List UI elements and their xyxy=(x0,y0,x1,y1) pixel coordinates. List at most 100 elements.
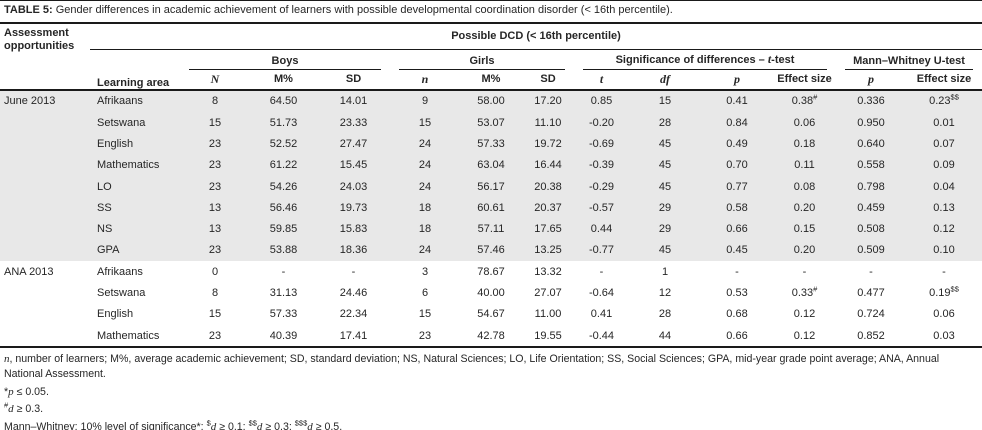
value-cell: 0.53 xyxy=(726,287,748,300)
sub-header-cell: M% xyxy=(460,69,522,91)
value-cell: 0.508 xyxy=(836,218,906,240)
value-cell: 24.46 xyxy=(339,287,368,300)
value-cell: 27.47 xyxy=(317,133,390,155)
value-cell: 28 xyxy=(658,308,672,321)
value-cell: 0.12 xyxy=(793,308,816,321)
footnote-abbreviations: n, number of learners; M%, average acade… xyxy=(4,353,940,381)
value-cell: 29 xyxy=(629,218,701,240)
learning-area-cell: GPA xyxy=(90,239,180,262)
value-cell: 0.06 xyxy=(933,308,955,321)
value-cell: 0.15 xyxy=(773,218,836,240)
value-cell: 0.01 xyxy=(906,112,982,134)
value-cell: 24 xyxy=(390,239,460,262)
value-cell: 17.65 xyxy=(522,218,574,240)
value-cell: 0.12 xyxy=(906,218,982,240)
results-table: Assessment opportunities Possible DCD (<… xyxy=(0,23,982,349)
value-cell: 15 xyxy=(418,308,432,321)
value-cell: 57.33 xyxy=(269,308,298,321)
value-cell: 45 xyxy=(629,175,701,198)
sub-header-cell: M% xyxy=(250,69,317,91)
value-cell: 19.72 xyxy=(522,133,574,155)
value-cell: 78.67 xyxy=(477,265,505,278)
value-cell: -0.77 xyxy=(574,239,629,262)
value-cell: 0.49 xyxy=(701,133,773,155)
value-cell: 0.20 xyxy=(773,197,836,219)
col-header-possible-dcd: Possible DCD (< 16th percentile) xyxy=(90,23,982,50)
value-cell: 9 xyxy=(390,89,460,113)
value-cell: 20.37 xyxy=(522,197,574,219)
table-row: English 15 57.33 22.34 15 54.67 11.00 0.41 28 0.6… xyxy=(0,304,982,325)
value-cell: 0.58 xyxy=(701,197,773,219)
value-cell: 23 xyxy=(180,154,250,176)
value-cell: 27.07 xyxy=(534,287,562,300)
learning-area-cell: Afrikaans xyxy=(90,89,180,113)
value-cell: - xyxy=(281,265,286,278)
table-row: Mathematics 23 61.22 15.45 24 63.04 16.44 -0.39… xyxy=(0,154,982,176)
learning-area-cell: LO xyxy=(90,175,180,198)
sub-header-cell: Effect size xyxy=(906,69,982,91)
value-cell: 0.66 xyxy=(701,218,773,240)
value-cell: 23 xyxy=(180,175,250,198)
value-cell: 0.10 xyxy=(906,239,982,262)
value-cell: 0.798 xyxy=(836,175,906,198)
value-cell: 23 xyxy=(180,239,250,262)
value-cell: 18 xyxy=(390,218,460,240)
table-row: LO 23 54.26 24.03 24 56.17 20.38 -0.29 45 0.77 0.0… xyxy=(0,175,982,198)
table-row: ANA 2013 Afrikaans 0 - - 3 78.67 13.32 - 1 - - - - xyxy=(0,261,982,282)
table-row: NS 13 59.85 15.83 18 57.11 17.65 0.44 29 0.66 0.15… xyxy=(0,218,982,240)
value-cell: 0.41 xyxy=(590,308,613,321)
table-row: June 2013 Afrikaans 8 64.50 14.01 9 58.00 17.20… xyxy=(0,89,982,113)
value-cell: 52.52 xyxy=(250,133,317,155)
value-cell: 56.17 xyxy=(460,175,522,198)
value-cell: 0.509 xyxy=(836,239,906,262)
sub-header-cell: n xyxy=(390,69,460,91)
value-cell: 0.23$$ xyxy=(906,89,982,113)
value-cell: 24 xyxy=(390,175,460,198)
table-row: GPA 23 53.88 18.36 24 57.46 13.25 -0.77 45 0.45 0.… xyxy=(0,239,982,262)
value-cell: 0.950 xyxy=(836,112,906,134)
value-cell: 57.33 xyxy=(460,133,522,155)
group-header-girls-label: Girls xyxy=(399,55,565,70)
assessment-opportunity-label xyxy=(0,218,90,240)
table-caption-text: Gender differences in academic achieveme… xyxy=(52,4,673,16)
group-header-girls: Girls xyxy=(390,49,574,70)
table-row: Mathematics 23 40.39 17.41 23 42.78 19.55 -0.44… xyxy=(0,325,982,349)
table-caption: TABLE 5: Gender differences in academic … xyxy=(0,1,982,24)
table-row: English 23 52.52 27.47 24 57.33 19.72 -0.69 45 0.… xyxy=(0,133,982,155)
value-cell: - xyxy=(599,265,604,278)
value-cell: 22.34 xyxy=(339,308,368,321)
value-cell: 0.41 xyxy=(701,89,773,113)
sub-header-cell: df xyxy=(629,69,701,91)
value-cell: 0.09 xyxy=(906,154,982,176)
learning-area-cell: Afrikaans xyxy=(97,265,143,278)
value-cell: 40.39 xyxy=(250,325,317,349)
table-footnotes: n, number of learners; M%, average acade… xyxy=(0,348,982,430)
value-cell: - xyxy=(802,265,807,278)
assessment-opportunity-label xyxy=(0,239,90,262)
sub-header-cell: t xyxy=(574,69,629,91)
header-row-3: N M% SD n M% SD t df p Effect size p Effect size xyxy=(0,69,982,91)
value-cell: 13.32 xyxy=(534,265,562,278)
value-cell: 12 xyxy=(658,287,672,300)
value-cell: 0.03 xyxy=(906,325,982,349)
value-cell: 19.73 xyxy=(317,197,390,219)
value-cell: 24 xyxy=(390,154,460,176)
value-cell: 20.38 xyxy=(522,175,574,198)
assessment-opportunity-label xyxy=(0,154,90,176)
learning-area-cell: English xyxy=(97,308,134,321)
value-cell: 64.50 xyxy=(250,89,317,113)
value-cell: 23 xyxy=(180,325,250,349)
value-cell: 0.20 xyxy=(773,239,836,262)
learning-area-cell: SS xyxy=(90,197,180,219)
learning-area-cell: Setswana xyxy=(97,287,146,300)
group-header-mann-whitney-label: Mann–Whitney U-test xyxy=(845,55,974,70)
value-cell: 13 xyxy=(180,218,250,240)
value-cell: 53.07 xyxy=(460,112,522,134)
value-cell: 0.07 xyxy=(906,133,982,155)
value-cell: 23.33 xyxy=(317,112,390,134)
value-cell: -0.57 xyxy=(574,197,629,219)
assessment-opportunity-label xyxy=(0,112,90,134)
value-cell: 0.70 xyxy=(701,154,773,176)
value-cell: 45 xyxy=(629,133,701,155)
value-cell: 0.13 xyxy=(906,197,982,219)
